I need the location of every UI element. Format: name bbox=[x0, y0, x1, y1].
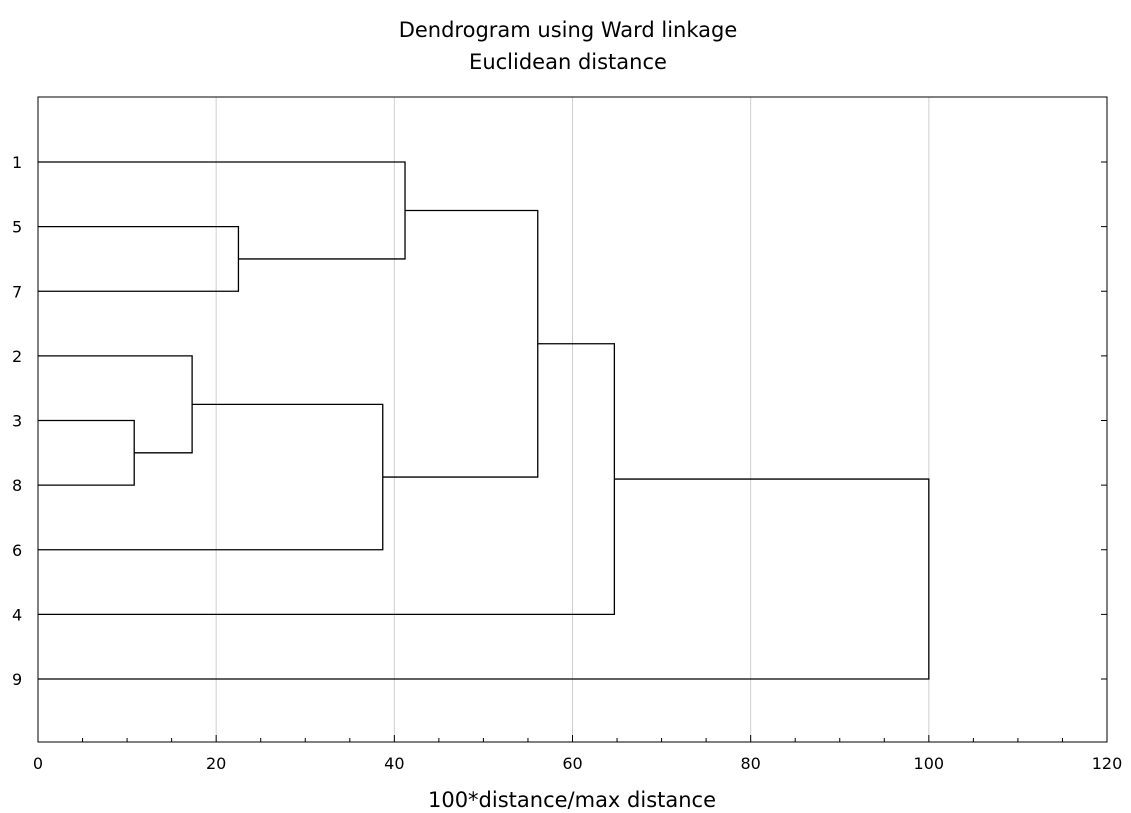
x-tick-label: 80 bbox=[740, 754, 760, 773]
dendrogram-links bbox=[38, 161, 930, 680]
dendrogram-link bbox=[38, 403, 384, 551]
grid-lines bbox=[215, 97, 930, 742]
x-tick-label: 0 bbox=[33, 754, 43, 773]
chart-subtitle: Euclidean distance bbox=[469, 50, 667, 74]
x-tick-label: 120 bbox=[1092, 754, 1123, 773]
x-tick-label: 20 bbox=[206, 754, 226, 773]
x-axis-label: 100*distance/max distance bbox=[428, 788, 716, 812]
leaf-label: 6 bbox=[12, 541, 22, 560]
dendrogram-link bbox=[38, 355, 193, 454]
dendrogram-link bbox=[38, 478, 930, 680]
plot-frame bbox=[37, 96, 1108, 743]
dendrogram-link bbox=[38, 225, 240, 292]
dendrogram-link bbox=[38, 161, 406, 260]
x-tick-label: 60 bbox=[562, 754, 582, 773]
dendrogram-link bbox=[38, 419, 135, 486]
leaf-label: 2 bbox=[12, 347, 22, 366]
dendrogram-link bbox=[382, 209, 539, 478]
leaf-label: 8 bbox=[12, 476, 22, 495]
leaf-label: 4 bbox=[12, 605, 22, 624]
leaf-label: 5 bbox=[12, 218, 22, 237]
chart-title: Dendrogram using Ward linkage bbox=[399, 18, 738, 42]
x-tick-label: 40 bbox=[384, 754, 404, 773]
leaf-label: 7 bbox=[12, 282, 22, 301]
leaf-label: 3 bbox=[12, 412, 22, 431]
axes: 0 20 40 60 80 100 120 1 5 7 2 3 8 6 4 9 bbox=[12, 153, 1122, 773]
leaf-label: 9 bbox=[12, 670, 22, 689]
x-tick-label: 100 bbox=[914, 754, 945, 773]
leaf-label: 1 bbox=[12, 153, 22, 172]
dendrogram-link bbox=[38, 343, 616, 616]
